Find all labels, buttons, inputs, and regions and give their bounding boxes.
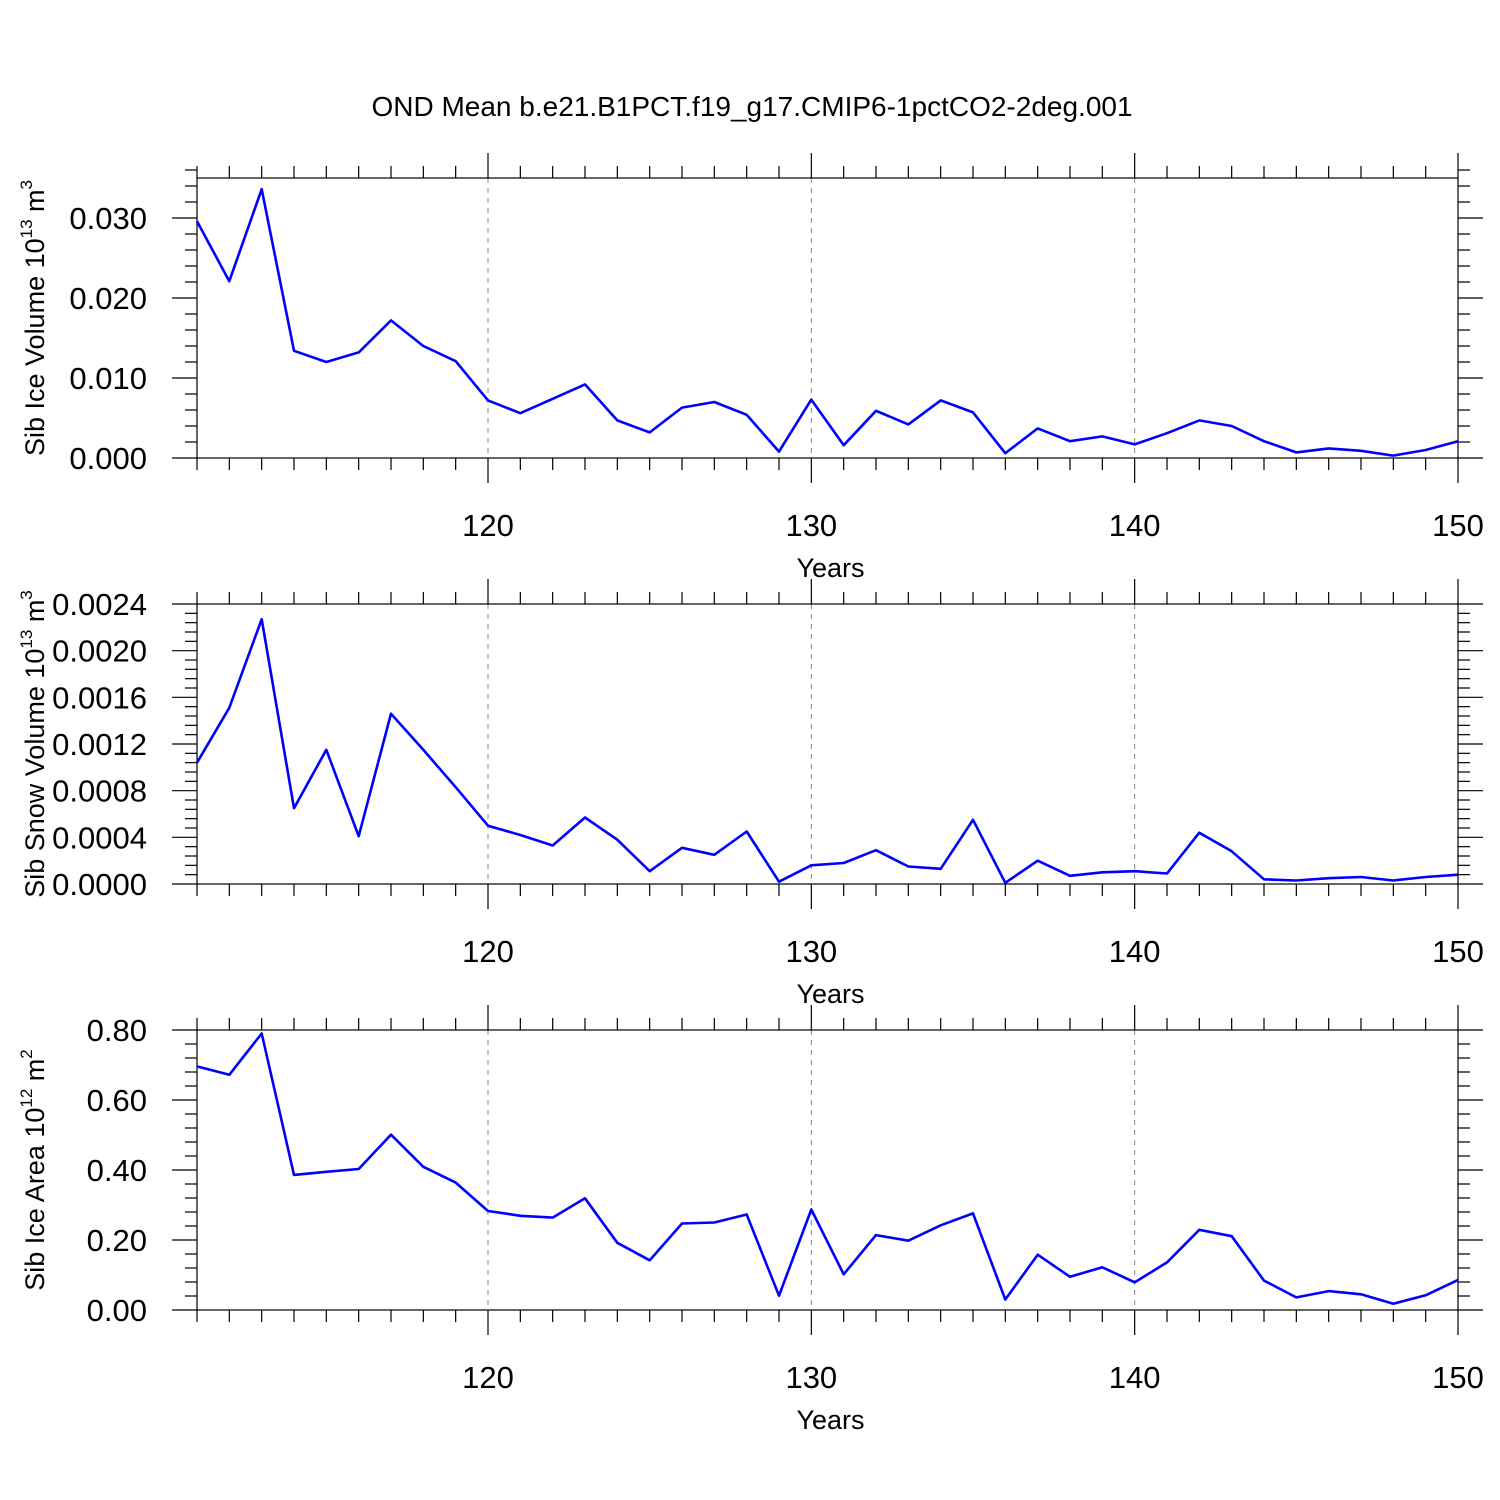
y-tick-label: 0.000: [69, 441, 147, 476]
y-tick-label: 0.40: [87, 1153, 147, 1188]
y-tick-label: 0.0024: [52, 587, 147, 622]
x-axis-label: Years: [796, 553, 864, 583]
y-tick-label: 0.0020: [52, 634, 147, 669]
figure-title: OND Mean b.e21.B1PCT.f19_g17.CMIP6-1pctC…: [371, 91, 1132, 122]
y-tick-label: 0.0004: [52, 820, 147, 855]
x-axis-label: Years: [796, 979, 864, 1009]
series-line-1: [196, 1032, 1459, 1305]
x-tick-label: 130: [785, 508, 837, 543]
x-tick-label: 150: [1432, 1360, 1484, 1395]
x-tick-label: 120: [462, 508, 514, 543]
chart-panel-1: 120 130 140 150 0.000 0.010 0.020 0.030 Years Sib…: [17, 153, 1484, 583]
y-axis-label: Sib Snow Volume 1013 m3: [17, 590, 50, 898]
y-tick-label: 0.020: [69, 281, 147, 316]
y-tick-label: 0.60: [87, 1083, 147, 1118]
x-tick-label: 120: [462, 1360, 514, 1395]
x-axis-label: Years: [796, 1405, 864, 1435]
chart-panel-3: 120 130 140 150 0.00 0.20 0.40 0.60 0.80 Years Sib…: [17, 1005, 1484, 1435]
x-tick-label: 140: [1109, 1360, 1161, 1395]
y-tick-label: 0.20: [87, 1223, 147, 1258]
x-tick-label: 130: [785, 934, 837, 969]
y-tick-label: 0.0008: [52, 774, 147, 809]
y-tick-label: 0.0016: [52, 680, 147, 715]
plot-frame: [196, 177, 1459, 459]
x-tick-label: 150: [1432, 508, 1484, 543]
y-tick-label: 0.0000: [52, 867, 147, 902]
y-tick-label: 0.00: [87, 1293, 147, 1328]
y-tick-label: 0.030: [69, 201, 147, 236]
x-tick-label: 150: [1432, 934, 1484, 969]
y-axis-label: Sib Ice Volume 1013 m3: [17, 180, 50, 456]
y-axis-label: Sib Ice Area 1012 m2: [17, 1049, 50, 1291]
series-line-1: [195, 187, 1459, 457]
chart-panel-2: 120 130 140 150 0.0000 0.0004 0.0008 0.0012 0.00…: [17, 579, 1484, 1009]
x-tick-label: 140: [1109, 934, 1161, 969]
x-tick-label: 130: [785, 1360, 837, 1395]
series-line-1: [195, 617, 1459, 885]
y-tick-label: 0.0012: [52, 727, 147, 762]
x-tick-label: 120: [462, 934, 514, 969]
panels: 120 130 140 150 0.000 0.010 0.020 0.030 Years Sib…: [17, 153, 1484, 1435]
x-tick-label: 140: [1109, 508, 1161, 543]
y-tick-label: 0.010: [69, 361, 147, 396]
y-tick-label: 0.80: [87, 1013, 147, 1048]
